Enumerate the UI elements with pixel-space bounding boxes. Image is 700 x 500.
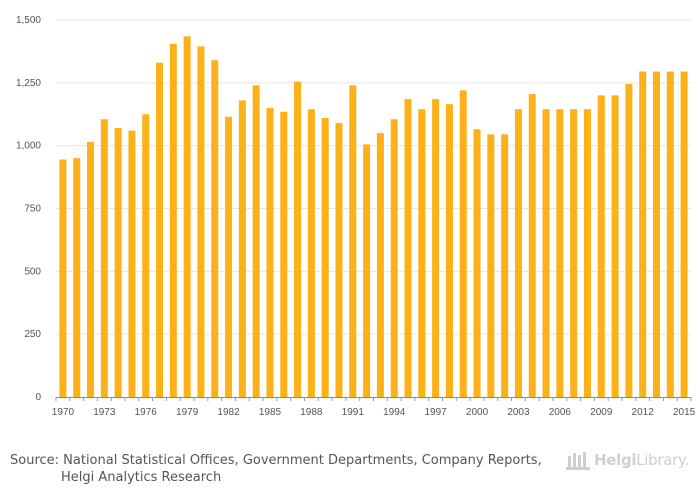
bar-1978[interactable] xyxy=(169,43,177,397)
bar-1986[interactable] xyxy=(280,111,288,397)
bar-chart: 0 250 500 750 1,000 1,250 1,500 1970 1973 1976 197… xyxy=(16,15,696,418)
bar-1989[interactable] xyxy=(321,118,329,398)
bar-1980[interactable] xyxy=(197,46,205,397)
bar-1990[interactable] xyxy=(335,123,343,398)
x-tick-label: 1970 xyxy=(52,407,75,418)
bar-1971[interactable] xyxy=(73,158,81,397)
bar-1982[interactable] xyxy=(225,116,233,397)
bar-2011[interactable] xyxy=(625,84,633,397)
bar-2015[interactable] xyxy=(680,71,688,398)
bar-2005[interactable] xyxy=(542,109,550,398)
bar-2009[interactable] xyxy=(597,95,605,398)
bar-2001[interactable] xyxy=(487,134,495,397)
bar-1997[interactable] xyxy=(432,99,440,398)
bar-1973[interactable] xyxy=(100,119,108,397)
library-building-icon xyxy=(566,452,590,470)
source-line-1: Source: National Statistical Offices, Go… xyxy=(10,453,542,468)
x-tick-label: 2012 xyxy=(632,407,655,418)
axes: 0 250 500 750 1,000 1,250 1,500 1970 1973 1976 197… xyxy=(16,15,696,418)
bar-1991[interactable] xyxy=(349,85,357,397)
x-tick-label: 1988 xyxy=(300,407,323,418)
bar-1979[interactable] xyxy=(183,36,191,397)
y-tick-label: 0 xyxy=(35,392,41,403)
bar-2006[interactable] xyxy=(556,109,564,398)
bar-1984[interactable] xyxy=(252,85,260,397)
x-tick-label: 2015 xyxy=(673,407,696,418)
bar-1988[interactable] xyxy=(307,109,315,398)
x-tick-label: 1973 xyxy=(93,407,116,418)
bar-1985[interactable] xyxy=(266,107,274,397)
helgi-library-logo[interactable]: HelgiLibrary. xyxy=(566,447,689,473)
bar-1974[interactable] xyxy=(114,128,122,397)
bar-2013[interactable] xyxy=(652,71,660,398)
bar-1983[interactable] xyxy=(238,100,246,397)
y-tick-label: 1,250 xyxy=(16,78,41,89)
bar-1992[interactable] xyxy=(363,144,371,397)
bar-2008[interactable] xyxy=(583,109,591,398)
y-tick-label: 250 xyxy=(24,329,41,340)
bar-1972[interactable] xyxy=(87,141,95,397)
bar-1970[interactable] xyxy=(59,159,67,397)
bar-1995[interactable] xyxy=(404,99,412,398)
bar-1998[interactable] xyxy=(445,104,453,398)
gridlines xyxy=(56,19,691,335)
y-tick-label: 1,500 xyxy=(16,15,41,26)
source-note: Source: National Statistical Offices, Go… xyxy=(10,452,550,486)
x-tick-label: 2006 xyxy=(549,407,572,418)
bar-2002[interactable] xyxy=(501,134,509,397)
x-tick-label: 2000 xyxy=(466,407,489,418)
x-tick-label: 1979 xyxy=(176,407,199,418)
logo-brand: Helgi xyxy=(594,451,637,469)
x-tick-label: 1976 xyxy=(135,407,158,418)
bar-2010[interactable] xyxy=(611,95,619,398)
y-tick-label: 500 xyxy=(24,266,41,277)
bar-1993[interactable] xyxy=(376,133,384,397)
bar-2004[interactable] xyxy=(528,94,536,397)
y-tick-label: 1,000 xyxy=(16,141,41,152)
bar-1977[interactable] xyxy=(156,62,164,398)
bar-2000[interactable] xyxy=(473,129,481,397)
bar-1994[interactable] xyxy=(390,119,398,397)
x-tick-label: 1985 xyxy=(259,407,282,418)
x-tick-label: 2009 xyxy=(590,407,613,418)
x-tick-label: 1991 xyxy=(342,407,365,418)
x-tick-label: 1994 xyxy=(383,407,406,418)
bar-series xyxy=(59,36,688,398)
bar-1981[interactable] xyxy=(211,60,219,398)
bar-1996[interactable] xyxy=(418,109,426,398)
bar-2003[interactable] xyxy=(514,109,522,398)
bar-2007[interactable] xyxy=(570,109,578,398)
logo-suffix: Library. xyxy=(636,451,689,469)
bar-1999[interactable] xyxy=(459,90,467,397)
x-tick-label: 1997 xyxy=(424,407,447,418)
bar-1975[interactable] xyxy=(128,130,136,397)
y-tick-label: 750 xyxy=(24,204,41,215)
bar-1987[interactable] xyxy=(294,81,302,398)
source-line-2: Helgi Analytics Research xyxy=(61,470,222,485)
x-tick-label: 2003 xyxy=(507,407,530,418)
bar-2014[interactable] xyxy=(666,71,674,398)
x-tick-label: 1982 xyxy=(217,407,240,418)
bar-2012[interactable] xyxy=(639,71,647,398)
bar-1976[interactable] xyxy=(142,114,150,397)
